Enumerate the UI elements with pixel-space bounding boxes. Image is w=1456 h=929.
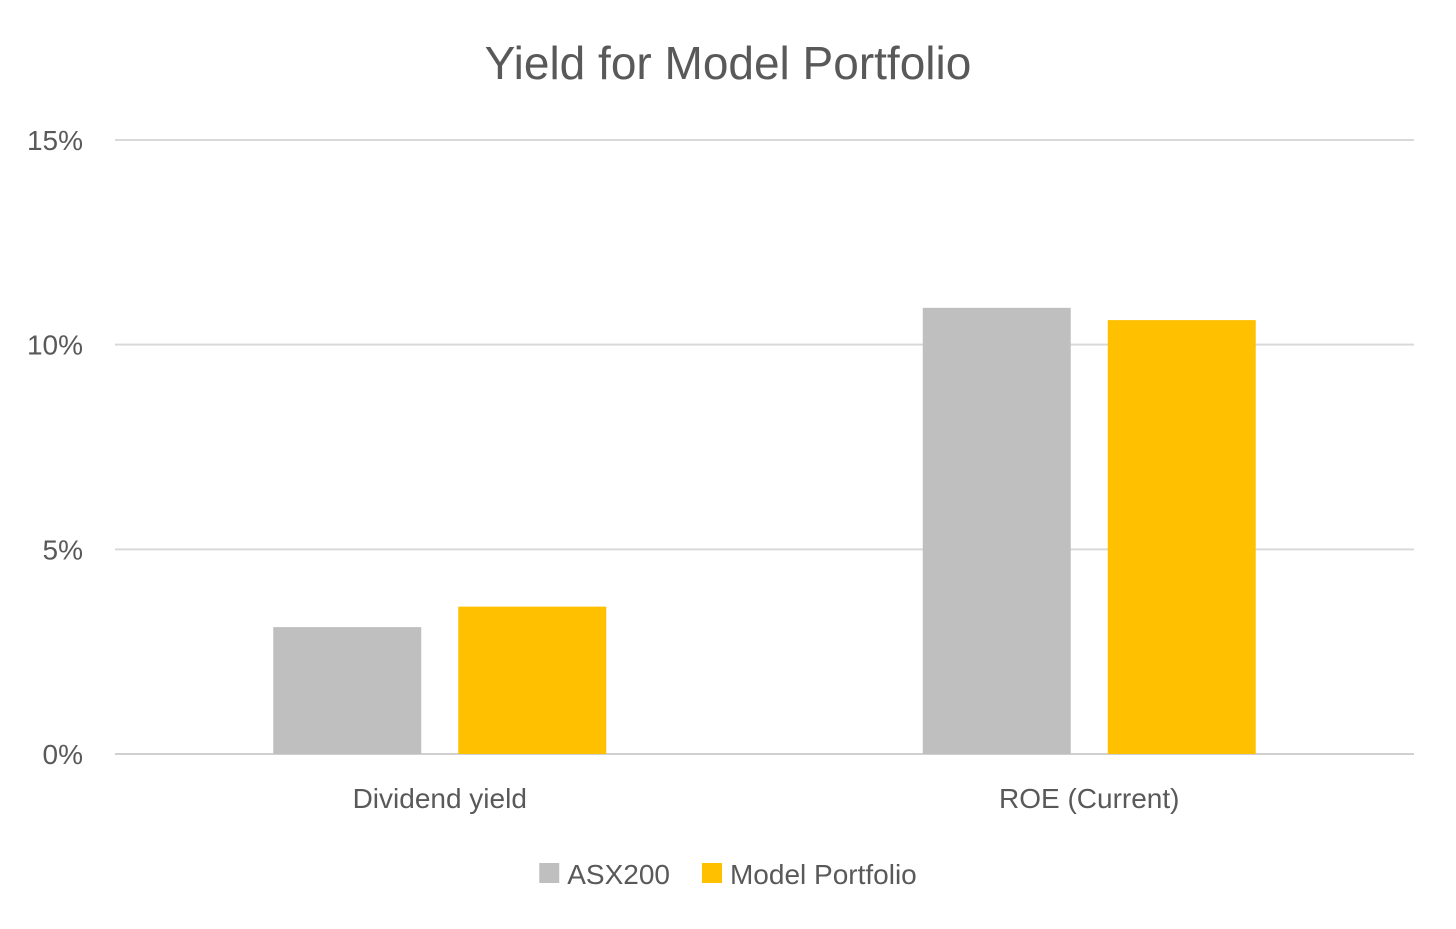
- x-category-label: ROE (Current): [999, 783, 1179, 814]
- x-category-label: Dividend yield: [353, 783, 527, 814]
- legend-label: Model Portfolio: [730, 859, 917, 890]
- bar-asx200-roe-current: [922, 307, 1071, 754]
- bar-model-portfolio-roe-current: [1107, 320, 1256, 754]
- bar-model-portfolio-dividend-yield: [458, 606, 607, 754]
- legend-swatch: [701, 863, 722, 883]
- y-tick-label: 0%: [43, 739, 83, 770]
- bars: [273, 307, 1256, 754]
- y-tick-label: 10%: [27, 330, 83, 361]
- legend-item: Model Portfolio: [701, 859, 917, 890]
- y-tick-label: 15%: [27, 125, 83, 156]
- legend-swatch: [539, 863, 560, 883]
- legend-item: ASX200: [539, 859, 670, 890]
- x-axis: Dividend yield ROE (Current): [353, 783, 1180, 814]
- y-tick-label: 5%: [43, 534, 83, 565]
- legend: ASX200 Model Portfolio: [539, 859, 917, 890]
- y-axis-tick-labels: 0% 5% 10% 15%: [27, 125, 83, 770]
- bar-asx200-dividend-yield: [273, 627, 422, 754]
- legend-label: ASX200: [567, 859, 670, 890]
- chart-title: Yield for Model Portfolio: [485, 37, 972, 89]
